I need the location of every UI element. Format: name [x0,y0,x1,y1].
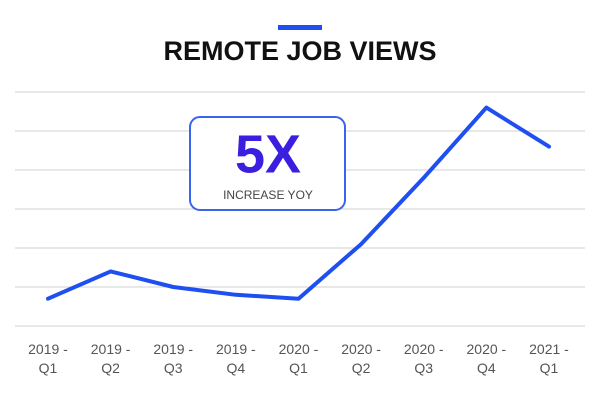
x-tick-label: 2020 - Q1 [278,341,319,376]
x-tick-label: 2019 - Q3 [153,341,194,376]
x-tick-label: 2020 - Q2 [341,341,381,376]
x-tick-label: 2021 - Q1 [529,341,569,376]
x-tick-label: 2020 - Q4 [466,341,507,376]
chart-title: REMOTE JOB VIEWS [163,36,436,66]
annotation-box [189,116,346,211]
data-line [46,105,551,301]
x-tick-label: 2019 - Q1 [28,341,68,376]
x-tick-label: 2019 - Q4 [216,341,256,376]
x-tick-label: 2019 - Q2 [90,341,131,376]
annotation-big: 5X [235,124,301,184]
annotation-text: INCREASE YOY [223,188,313,202]
x-tick-label: 2020 - Q3 [403,341,444,376]
title-accent [278,25,322,30]
